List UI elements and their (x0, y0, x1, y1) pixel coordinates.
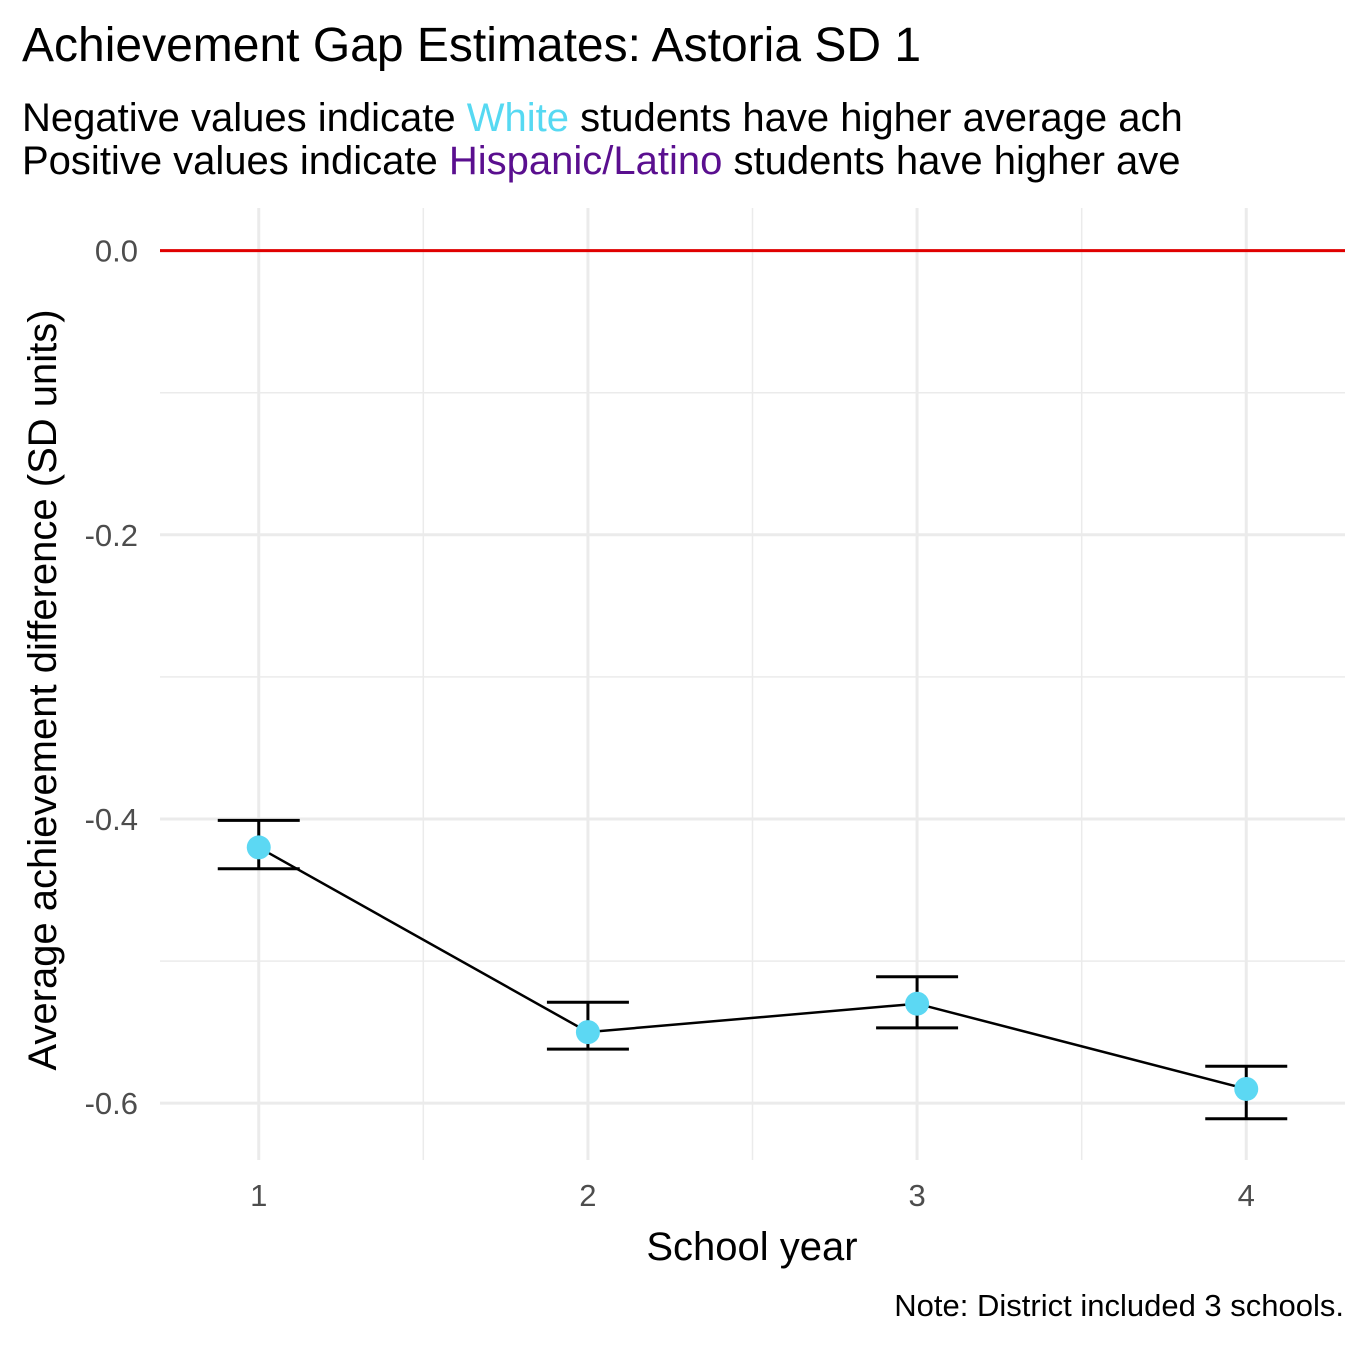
grid-minor (160, 208, 1345, 1160)
data-point (575, 1020, 600, 1045)
chart-title: Achievement Gap Estimates: Astoria SD 1 (22, 19, 922, 72)
y-tick-label: -0.6 (85, 1086, 138, 1121)
subtitle-hispanic-group: Hispanic/Latino (448, 139, 723, 183)
subtitle-line-1: Negative values indicate White students … (22, 96, 1183, 140)
subtitle-2-suffix: students have higher ave (722, 139, 1181, 183)
x-tick-label: 3 (908, 1178, 925, 1213)
subtitle-line-2: Positive values indicate Hispanic/Latino… (22, 139, 1181, 183)
x-tick-label: 4 (1238, 1178, 1255, 1213)
x-tick-label: 1 (250, 1178, 267, 1213)
subtitle-1-suffix: students have higher average ach (568, 96, 1183, 140)
points-layer (246, 835, 1259, 1101)
series-line-layer (258, 846, 1247, 1091)
y-tick-label: -0.4 (85, 802, 138, 837)
x-axis-title: School year (646, 1225, 857, 1269)
data-point (1234, 1076, 1259, 1101)
y-tick-labels: 0.0 -0.2 -0.4 -0.6 (85, 234, 138, 1122)
subtitle-white-group: White (466, 96, 569, 140)
x-tick-label: 2 (579, 1178, 596, 1213)
data-point (905, 991, 930, 1016)
x-tick-labels: 1 2 3 4 (250, 1178, 1255, 1213)
y-tick-label: 0.0 (95, 234, 138, 269)
subtitle-1-prefix: Negative values indicate (22, 96, 467, 140)
subtitle-2-prefix: Positive values indicate (22, 139, 449, 183)
series-line (258, 846, 1247, 1091)
data-point (246, 835, 271, 860)
y-tick-label: -0.2 (85, 518, 138, 553)
y-axis-title: Average achievement difference (SD units… (21, 309, 65, 1070)
caption-note: Note: District included 3 schools. (894, 1288, 1344, 1323)
